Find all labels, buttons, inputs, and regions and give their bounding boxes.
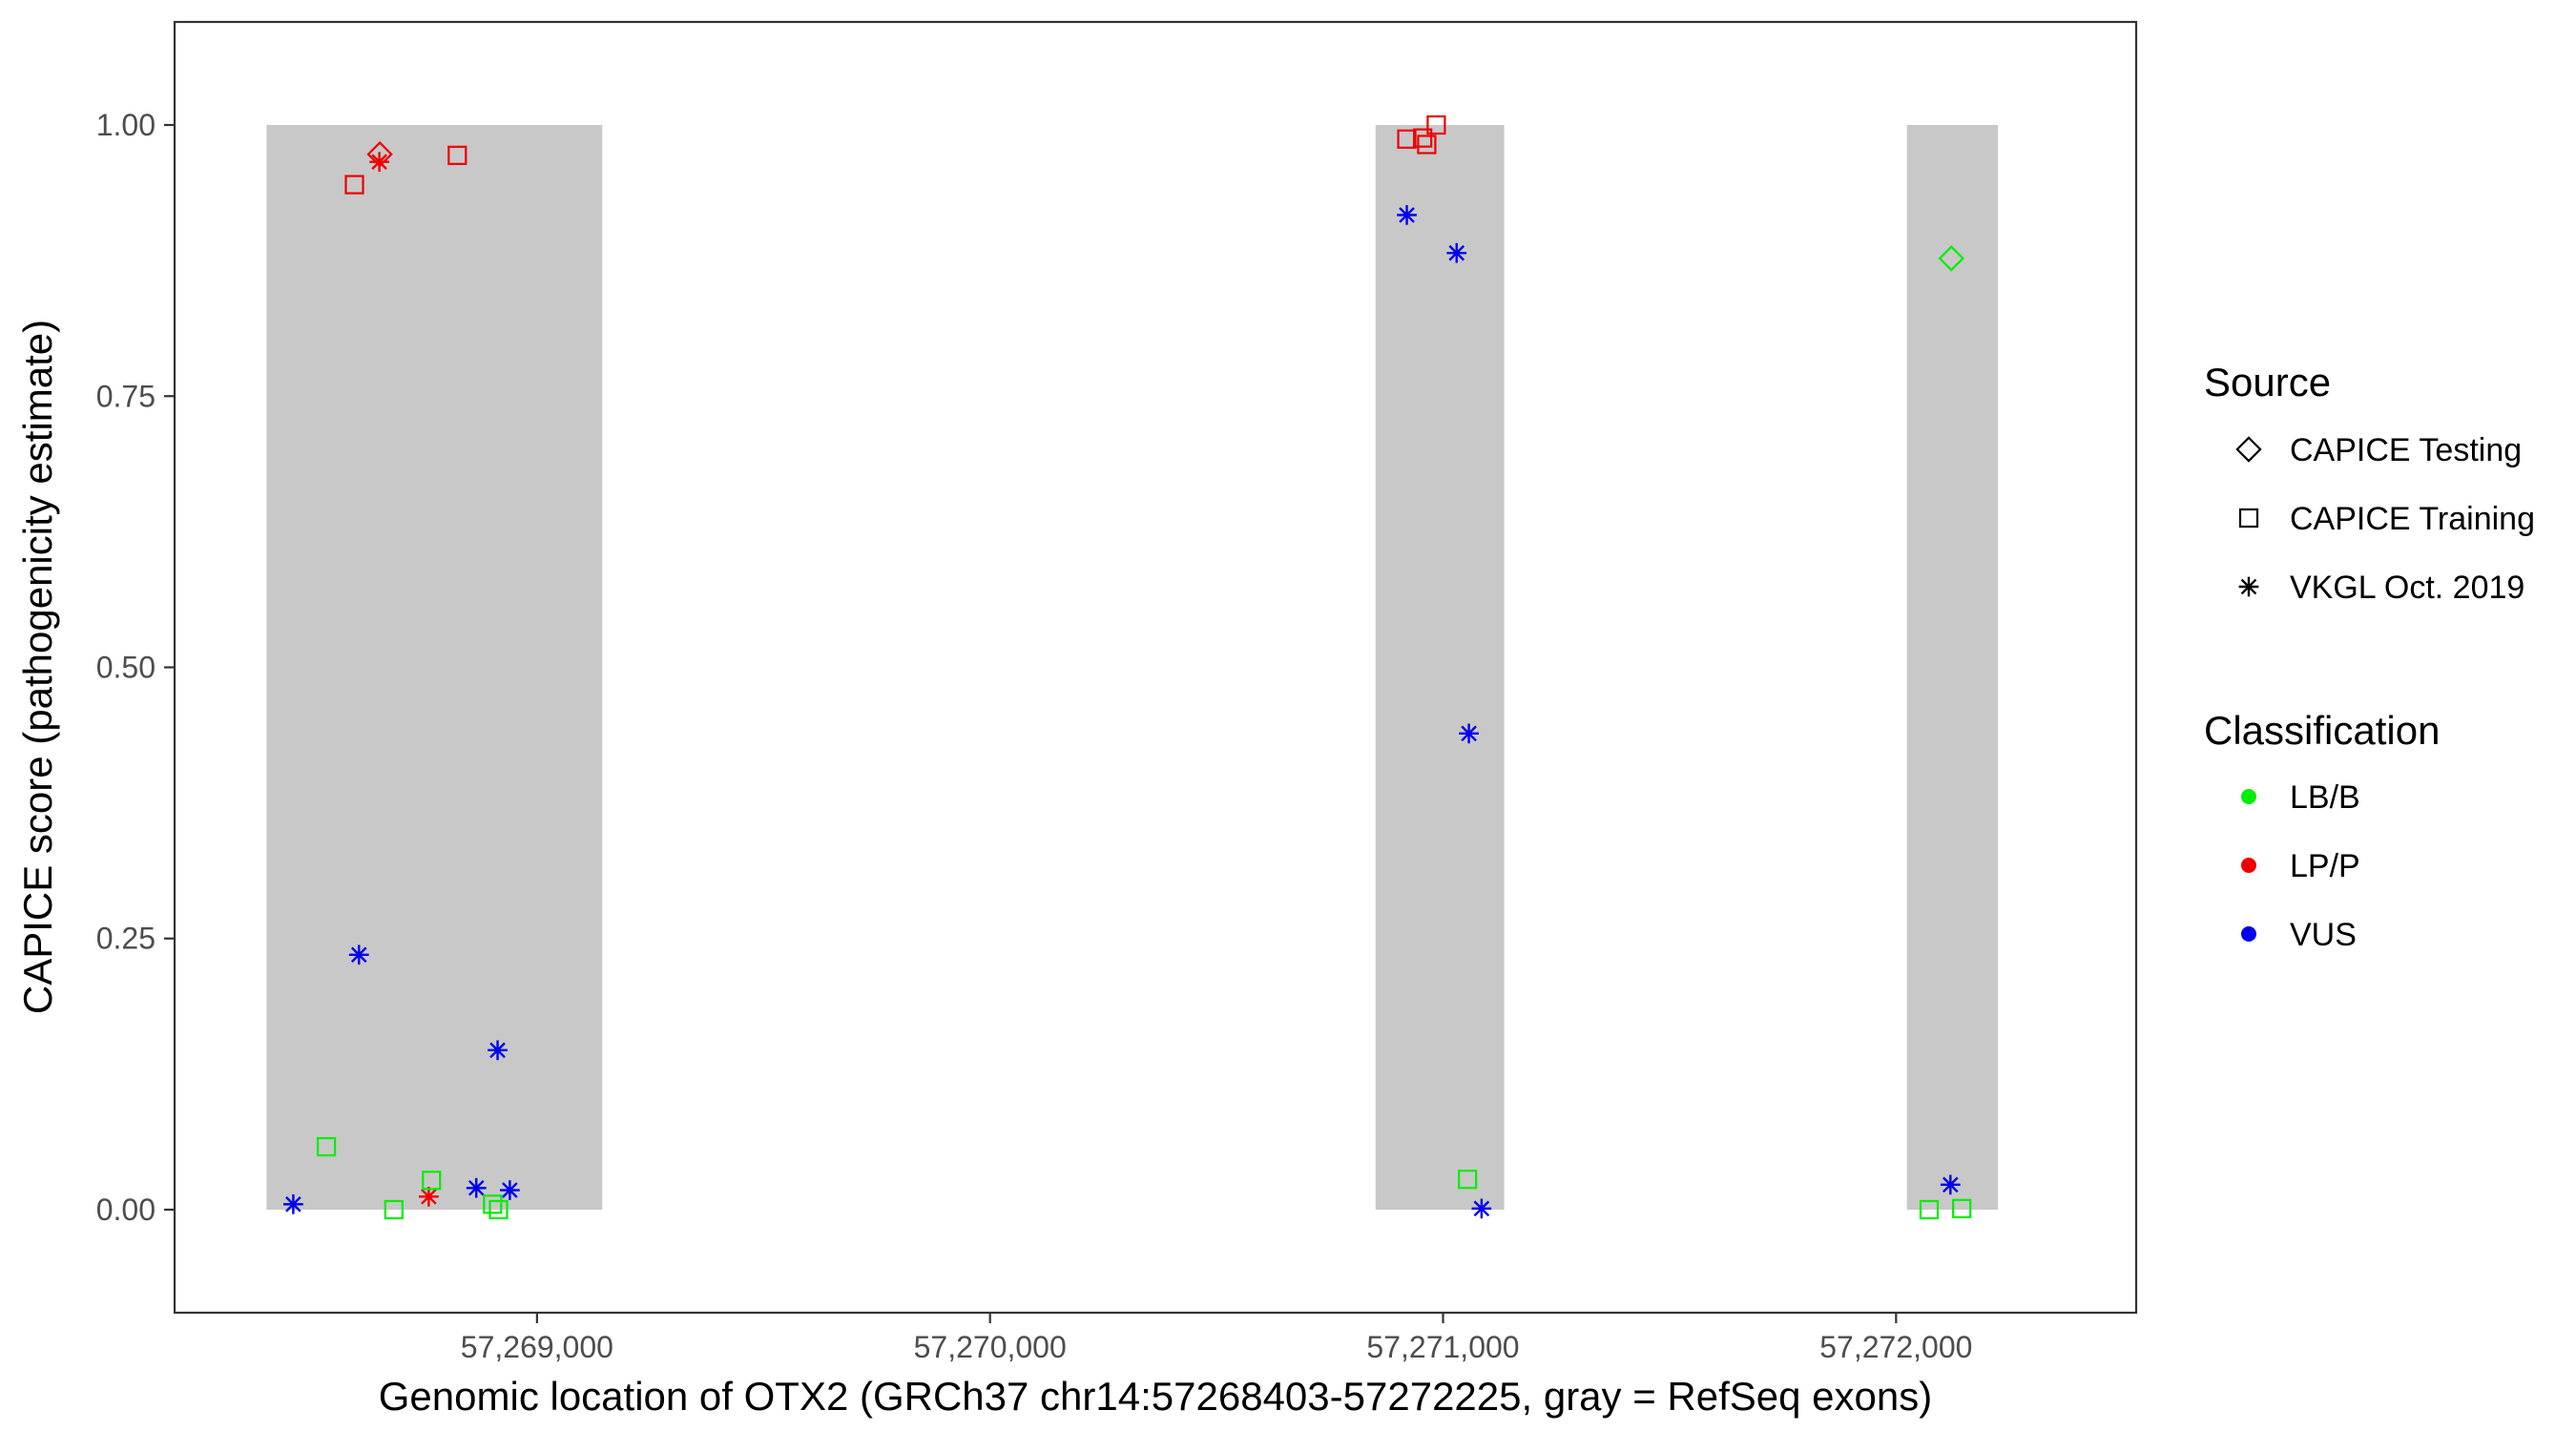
y-axis: 0.00 0.25 0.50 0.75 1.00 xyxy=(96,108,175,1227)
y-tick-label: 0.50 xyxy=(96,651,156,685)
point-capice-training-lb-b xyxy=(488,1199,509,1220)
legend: Source Classification CAPICE TestingCAPI… xyxy=(2204,360,2535,953)
legend-label-vus: VUS xyxy=(2290,917,2357,953)
point-vkgl-oct-2019-lp-p xyxy=(369,152,389,173)
y-tick-label: 0.00 xyxy=(96,1192,156,1227)
point-capice-training-lb-b xyxy=(316,1136,337,1157)
legend-key-capice-testing xyxy=(2235,436,2262,463)
point-capice-training-lb-b xyxy=(1458,1170,1478,1190)
exon-band-3 xyxy=(1906,125,1999,1210)
point-capice-training-lb-b xyxy=(483,1194,503,1214)
point-capice-training-lb-b xyxy=(1919,1199,1940,1220)
point-vkgl-oct-2019-vus xyxy=(1397,205,1417,225)
point-vkgl-oct-2019-vus xyxy=(1459,723,1479,744)
data-points xyxy=(283,114,1972,1220)
exon-band-2 xyxy=(1375,125,1505,1210)
legend-key-lp-p xyxy=(2241,858,2256,873)
legend-label-lp-p: LP/P xyxy=(2290,848,2360,884)
x-tick-label: 57,271,000 xyxy=(1366,1330,1519,1364)
point-capice-training-lp-p xyxy=(447,145,467,165)
exon-band-layer xyxy=(266,125,1999,1210)
legend-label-lb-b: LB/B xyxy=(2290,779,2360,816)
point-vkgl-oct-2019-vus xyxy=(348,944,369,965)
legend-key-lb-b xyxy=(2241,789,2256,804)
point-vkgl-oct-2019-lp-p xyxy=(419,1186,439,1207)
point-capice-training-lp-p xyxy=(1426,114,1446,135)
x-axis-label: Genomic location of OTX2 (GRCh37 chr14:5… xyxy=(379,1374,1932,1419)
point-capice-training-lp-p xyxy=(1417,135,1437,155)
point-capice-training-lb-b xyxy=(422,1171,442,1191)
y-axis-label: CAPICE score (pathogenicity estimate) xyxy=(15,320,60,1014)
legend-source-items: CAPICE Testing CAPICE Training VKGL Oct. 2… xyxy=(2235,432,2535,606)
point-capice-training-lb-b xyxy=(384,1199,404,1220)
point-capice-testing-lb-b xyxy=(1938,245,1964,272)
legend-key-capice-training xyxy=(2238,508,2259,529)
point-vkgl-oct-2019-vus xyxy=(1446,242,1467,263)
point-vkgl-oct-2019-vus xyxy=(1940,1174,1961,1195)
point-capice-training-lp-p xyxy=(344,175,364,195)
point-vkgl-oct-2019-vus xyxy=(466,1177,487,1198)
point-vkgl-oct-2019-vus xyxy=(283,1193,303,1214)
legend-key-vkgl-oct-2019 xyxy=(2238,576,2259,597)
legend-source-title: Source xyxy=(2204,360,2331,404)
legend-label-capice-training: CAPICE Training xyxy=(2290,501,2535,537)
point-vkgl-oct-2019-vus xyxy=(500,1180,520,1200)
point-capice-training-lp-p xyxy=(1413,128,1433,148)
y-tick-label: 1.00 xyxy=(96,108,156,142)
legend-key-vus xyxy=(2241,926,2256,942)
x-tick-label: 57,272,000 xyxy=(1819,1330,1972,1364)
y-tick-label: 0.75 xyxy=(96,379,156,413)
x-tick-label: 57,269,000 xyxy=(461,1330,613,1364)
legend-label-vkgl-oct-2019: VKGL Oct. 2019 xyxy=(2290,570,2524,606)
point-capice-training-lb-b xyxy=(1952,1198,1972,1218)
legend-classification-items: LB/B LP/P VUS xyxy=(2241,779,2360,953)
point-vkgl-oct-2019-vus xyxy=(488,1040,508,1061)
legend-classification-title: Classification xyxy=(2204,708,2440,753)
exon-band-1 xyxy=(266,125,603,1210)
x-tick-label: 57,270,000 xyxy=(914,1330,1067,1364)
y-tick-label: 0.25 xyxy=(96,922,156,956)
point-vkgl-oct-2019-vus xyxy=(1471,1198,1492,1219)
legend-label-capice-testing: CAPICE Testing xyxy=(2290,432,2522,468)
point-capice-training-lp-p xyxy=(1397,129,1417,149)
x-axis: 57,269,000 57,270,000 57,271,000 57,272,000 xyxy=(461,1313,1972,1364)
